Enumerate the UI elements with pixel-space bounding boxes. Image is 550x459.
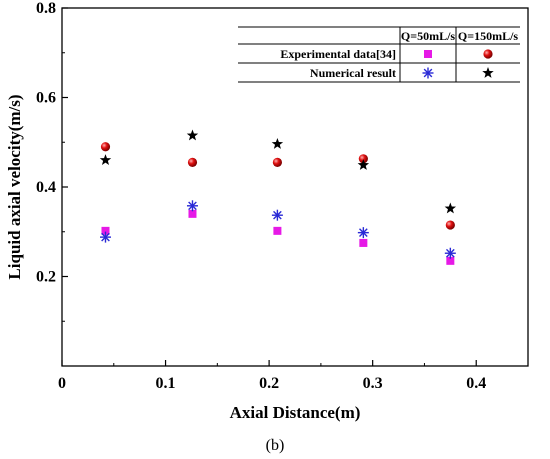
experimental-50-point: [101, 226, 110, 235]
legend: Q=50mL/s Q=150mL/s Experimental data[34] Nu…: [238, 26, 520, 83]
legend-marker: [424, 50, 432, 58]
legend-column-header: Q=50mL/s: [401, 29, 456, 43]
y-tick-label: 0.6: [36, 90, 56, 107]
x-axis-title: Axial Distance(m): [230, 403, 361, 422]
numerical-50-point: [99, 231, 111, 243]
data-marks: [99, 129, 457, 265]
y-axis-title: Liquid axial velocity(m/s): [5, 94, 24, 279]
numerical-150-point: [357, 159, 370, 170]
legend-marker: [483, 49, 493, 59]
x-tick-label: 0.2: [259, 375, 279, 392]
experimental-150-point: [272, 157, 282, 167]
legend-marker: [422, 67, 434, 79]
x-tick-label: 0.1: [156, 375, 176, 392]
legend-marker: [482, 67, 494, 78]
experimental-50-point: [446, 256, 455, 265]
experimental-150-point: [187, 157, 198, 167]
numerical-150-point: [271, 138, 284, 149]
experimental-50-point: [359, 238, 368, 247]
legend-row-label: Experimental data[34]: [280, 47, 396, 61]
legend-row-label: Numerical result: [310, 66, 396, 80]
numerical-50-point: [444, 247, 456, 259]
axis-ticks: 0 0.1 0.2 0.3 0.4 0.2 0.4 0.6 0.8: [36, 0, 486, 392]
x-tick-label: 0: [58, 375, 66, 392]
numerical-150-point: [444, 202, 457, 214]
experimental-50-point: [188, 209, 197, 218]
numerical-50-point: [271, 209, 283, 221]
y-tick-label: 0.4: [36, 179, 56, 196]
numerical-150-point: [99, 154, 112, 165]
y-tick-label: 0.2: [36, 269, 56, 286]
experimental-150-point: [100, 142, 111, 152]
x-tick-label: 0.4: [466, 375, 486, 392]
figure-caption: (b): [266, 437, 285, 454]
y-tick-label: 0.8: [36, 0, 56, 17]
numerical-150-point: [186, 129, 199, 141]
experimental-150-point: [445, 220, 455, 230]
experimental-50-point: [273, 226, 282, 235]
legend-column-header: Q=150mL/s: [458, 29, 519, 43]
numerical-50-point: [357, 227, 369, 239]
experimental-150-point: [358, 154, 368, 164]
x-tick-label: 0.3: [363, 375, 383, 392]
plot-frame: [61, 7, 529, 367]
numerical-50-point: [186, 200, 198, 212]
